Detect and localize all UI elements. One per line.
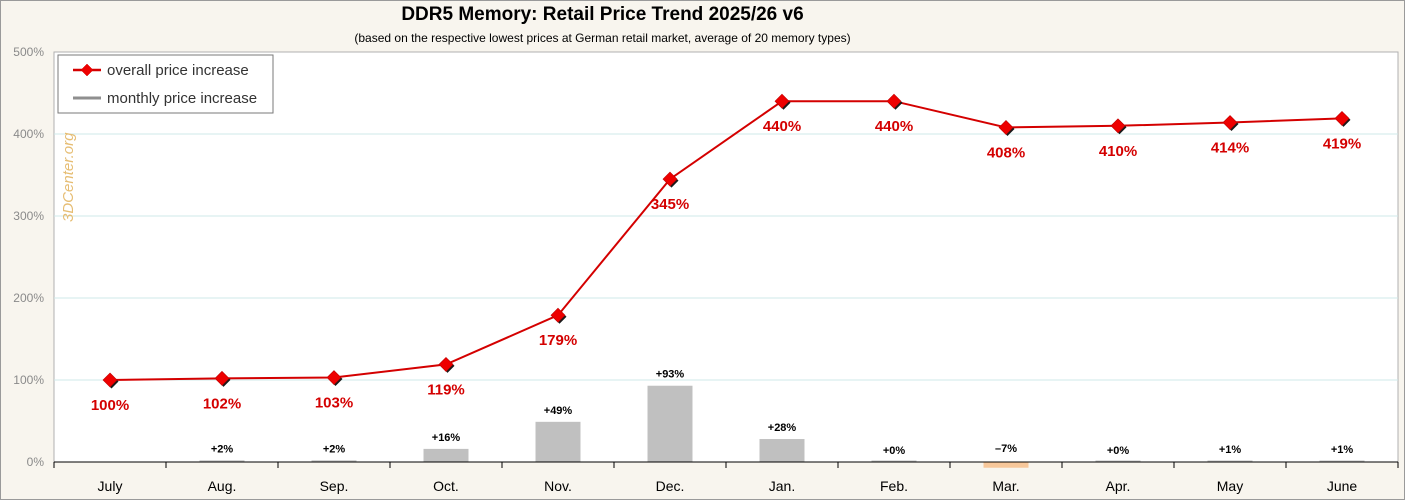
bar-data-label: +28% [768,422,797,434]
y-tick-label: 300% [13,209,44,223]
x-tick-label: Dec. [656,478,685,494]
monthly-bar [1095,460,1141,462]
monthly-bar [983,462,1029,468]
point-data-label: 119% [427,381,465,398]
y-tick-label: 100% [13,373,44,387]
bar-data-label: +16% [432,432,461,444]
monthly-bar [535,421,581,462]
point-data-label: 410% [1099,143,1137,160]
legend-diamond-swatch [80,63,94,77]
point-marker [1222,115,1238,130]
x-tick-label: Oct. [433,478,459,494]
monthly-bar [423,448,469,462]
point-marker [662,171,678,187]
x-tick-label: Mar. [992,478,1019,494]
x-tick-label: Jan. [769,478,795,494]
point-marker [886,93,902,109]
y-tick-label: 200% [13,291,44,305]
point-data-label: 100% [91,397,129,414]
bar-data-label: +1% [1219,444,1242,456]
monthly-bar [1207,460,1253,462]
x-tick-label: May [1217,478,1243,494]
monthly-bar [1319,460,1365,462]
bar-data-label: +49% [544,405,573,417]
point-marker [998,120,1014,135]
legend-box [57,54,274,114]
y-tick-label: 0% [27,455,45,469]
x-tick-label: July [98,478,123,494]
point-marker [438,356,454,372]
point-marker [1110,118,1126,134]
point-data-label: 440% [875,118,913,135]
monthly-bar [759,439,805,462]
x-tick-label: June [1327,478,1358,494]
point-marker [550,307,566,323]
point-data-label: 414% [1211,140,1249,157]
plot-area [53,51,1399,463]
axes-layer: 0% 100% 200% 300% 400% 500% July Aug. Sep. Oct. No… [13,45,1399,494]
x-tick-label: Apr. [1106,478,1131,494]
bar-data-label: +93% [656,369,685,381]
monthly-bar [871,460,917,462]
point-data-label: 408% [987,144,1025,161]
bar-data-label: +0% [883,445,906,457]
bar-data-label: +0% [1107,445,1130,457]
point-data-label: 103% [315,395,353,412]
bar-data-label: –7% [995,443,1017,455]
point-marker [102,372,118,388]
y-tick-label: 400% [13,127,44,141]
x-tick-label: Sep. [320,478,349,494]
point-data-label: 345% [651,196,689,213]
overall-price-line [109,100,1343,381]
bar-data-label: +1% [1331,444,1354,456]
x-tick-label: Aug. [208,478,237,494]
point-marker [214,370,230,386]
chart-subtitle: (based on the respective lowest prices a… [354,31,851,45]
point-data-label: 419% [1323,135,1361,152]
x-tick-label: Feb. [880,478,908,494]
monthly-bar [647,385,693,462]
chart-title: DDR5 Memory: Retail Price Trend 2025/26 … [401,4,804,25]
line-layer: 100% 102% 103% 119% 179% 345% 440% 440% 408% 410%… [91,93,1361,414]
point-data-label: 440% [763,118,801,135]
point-data-label: 102% [203,395,241,412]
y-tick-label: 500% [13,45,44,59]
legend-entry-monthly: monthly price increase [107,90,257,107]
point-data-label: 179% [539,332,577,349]
x-tick-label: Nov. [544,478,572,494]
point-marker [326,370,342,385]
monthly-bar [199,460,245,462]
watermark-text: 3DCenter.org [60,132,77,222]
legend: overall price increase monthly price inc… [57,54,274,114]
legend-entry-overall: overall price increase [107,62,249,79]
bars-layer: +2% +2% +16% +49% +93% +28% +0% –7% +0% +1% +1% [199,369,1365,468]
bar-data-label: +2% [211,443,234,455]
point-marker [1334,110,1350,126]
grid-layer [53,51,1399,463]
monthly-bar [311,460,357,462]
bar-data-label: +2% [323,443,346,455]
point-marker [774,93,790,109]
